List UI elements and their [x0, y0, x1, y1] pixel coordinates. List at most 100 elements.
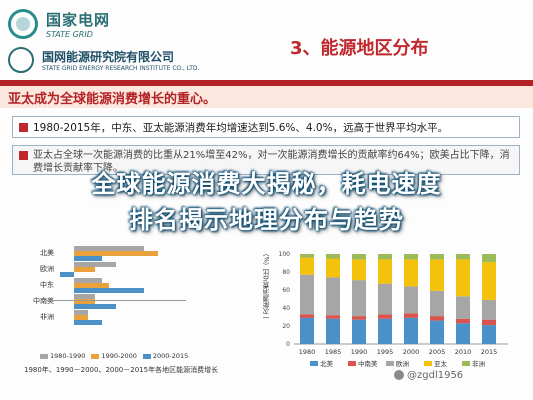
right-chart-x-label: 2000	[403, 348, 420, 356]
right-chart-x-label: 1995	[377, 348, 394, 356]
headline-line-1: 全球能源消费大揭秘，耗电速度	[91, 170, 442, 198]
right-chart-bar-segment	[352, 254, 366, 260]
left-chart-bar	[74, 304, 116, 309]
right-chart-legend-swatch	[462, 361, 470, 366]
slide-subtitle-text: 亚太成为全球能源消费增长的重心。	[8, 92, 217, 107]
institute-name-en: STATE GRID ENERGY RESEARCH INSTITUTE CO.…	[42, 65, 200, 72]
left-chart-bar	[74, 283, 109, 288]
right-chart-bar-segment	[326, 254, 340, 259]
right-chart-bar-segment	[300, 317, 314, 344]
right-chart-legend-label: 欧洲	[396, 359, 409, 368]
right-chart-bar-segment	[456, 323, 470, 344]
right-chart-legend-swatch	[386, 361, 394, 366]
right-chart-legend-label: 北美	[320, 359, 334, 368]
left-chart-axis	[46, 300, 186, 301]
right-chart-x-label: 2005	[429, 348, 446, 356]
right-chart-bar-segment	[456, 259, 470, 297]
state-grid-logo: 国家电网 STATE GRID	[8, 6, 110, 42]
left-chart-bar	[74, 320, 102, 325]
left-chart-bar	[60, 272, 74, 277]
right-chart-bar-segment	[352, 259, 366, 281]
bullet-box-2: 亚太占全球一次能源消费的比重从21%增至42%，对一次能源消费增长的贡献率约64…	[12, 145, 520, 175]
right-chart-tick-label: 80	[282, 269, 290, 276]
right-chart-bar-segment	[456, 254, 470, 260]
right-chart-bar-segment	[482, 325, 496, 344]
right-chart-bar-segment	[430, 254, 444, 260]
right-chart-legend-label: 亚太	[434, 359, 448, 368]
right-chart-legend-swatch	[424, 361, 432, 366]
right-chart-bar-segment	[482, 319, 496, 326]
bullet-square-icon	[19, 151, 28, 160]
left-chart-bar	[74, 315, 88, 320]
left-chart-bar	[74, 310, 88, 315]
bullet-text-2: 亚太占全球一次能源消费的比重从21%增至42%，对一次能源消费增长的贡献率约64…	[33, 150, 510, 174]
watermark: @zgdl1956	[394, 370, 463, 381]
left-chart-bar	[74, 294, 95, 299]
right-chart-bar-segment	[482, 299, 496, 320]
wechat-icon	[394, 370, 404, 380]
right-chart-bar-segment	[404, 313, 418, 318]
institute-name-cn: 国网能源研究院有限公司	[42, 50, 175, 64]
right-chart-bar-segment	[404, 259, 418, 287]
institute-logo: 国网能源研究院有限公司 STATE GRID ENERGY RESEARCH I…	[8, 47, 199, 73]
right-chart-legend-swatch	[310, 361, 318, 366]
left-bar-chart: 北美 欧洲 中东 中南美 非洲	[14, 230, 194, 350]
right-chart-bar-segment	[300, 254, 314, 258]
right-chart-x-label: 2010	[455, 348, 472, 356]
right-chart-bar-segment	[326, 277, 340, 316]
headline-line-2: 排名揭示地理分布与趋势	[129, 206, 404, 234]
legend-item: 1980-1990	[40, 352, 85, 360]
bullet-box-1: 1980-2015年，中东、亚太能源消费年均增速达到5.6%、4.0%，远高于世…	[12, 116, 520, 138]
right-chart-bar-segment	[404, 317, 418, 344]
right-chart-bar-segment	[352, 280, 366, 317]
bullet-square-icon	[19, 123, 28, 132]
left-chart-caption: 1980年、1990－2000、2000－2015年各地区能源消费增长	[24, 366, 219, 374]
right-chart-legend-label: 中南美	[358, 359, 378, 368]
right-chart-bar-segment	[352, 316, 366, 320]
left-chart-legend: 1980-1990 1990-2000 2000-2015	[40, 352, 188, 360]
left-chart-bar	[74, 246, 144, 251]
right-chart-bar-segment	[378, 283, 392, 315]
left-chart-bar	[74, 278, 102, 283]
right-chart-x-label: 1990	[351, 348, 368, 356]
logo-cn: 国家电网	[46, 11, 111, 29]
right-stacked-chart: 0 20 40 60 80 100 1980 1985 1990 1995 2000 2005 2010…	[260, 232, 530, 392]
right-chart-bar-segment	[300, 257, 314, 275]
legend-item: 2000-2015	[142, 352, 188, 360]
left-chart-bar	[74, 256, 102, 261]
right-chart-bar-segment	[378, 254, 392, 260]
right-chart-bar-segment	[482, 262, 496, 300]
left-chart-category-label: 中南美	[33, 297, 54, 305]
right-chart-bar-segment	[482, 254, 496, 263]
right-chart-bar-segment	[378, 314, 392, 319]
right-chart-bar-segment	[326, 315, 340, 319]
right-chart-legend-label: 非洲	[472, 359, 485, 368]
slide-subtitle: 亚太成为全球能源消费增长的重心。	[0, 86, 533, 108]
right-chart-x-label: 1985	[325, 348, 342, 356]
right-chart-tick-label: 100	[279, 251, 291, 258]
right-chart-tick-label: 40	[282, 305, 290, 312]
right-chart-bar-segment	[352, 319, 366, 344]
left-chart-category-label: 北美	[40, 249, 54, 257]
right-chart-bar-segment	[430, 259, 444, 291]
legend-item: 1990-2000	[91, 352, 137, 360]
right-chart-bar-segment	[430, 320, 444, 344]
right-chart-legend-swatch	[348, 361, 356, 366]
left-chart-category-label: 中东	[40, 281, 54, 289]
right-chart-bar-segment	[378, 259, 392, 284]
institute-emblem-icon	[8, 47, 34, 73]
right-chart-bar-segment	[404, 286, 418, 314]
right-chart-tick-label: 60	[282, 287, 290, 294]
right-chart-svg: 0 20 40 60 80 100 1980 1985 1990 1995 2000 2005 2010…	[279, 251, 508, 368]
right-chart-bar-segment	[430, 316, 444, 321]
right-chart-x-label: 2015	[481, 348, 498, 356]
right-chart-bar-segment	[404, 254, 418, 260]
right-chart-bar-segment	[326, 258, 340, 278]
right-chart-tick-label: 0	[286, 341, 290, 348]
right-chart-x-label: 1980	[299, 348, 316, 356]
right-chart-bar-segment	[326, 318, 340, 344]
left-chart-bar	[74, 262, 116, 267]
state-grid-emblem-icon	[8, 9, 38, 39]
left-chart-bar	[74, 299, 95, 304]
